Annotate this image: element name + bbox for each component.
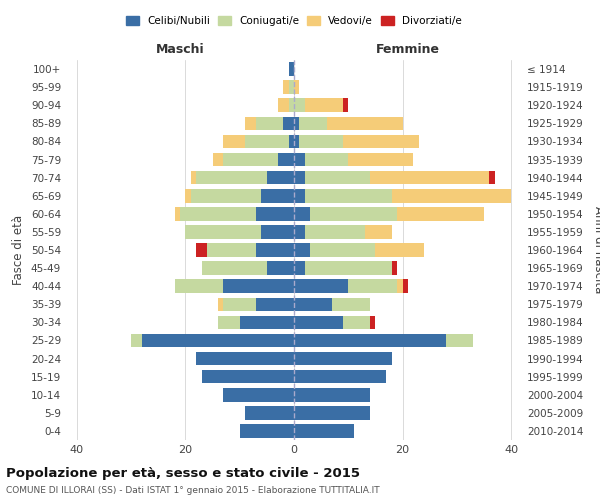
- Bar: [218, 298, 223, 311]
- Bar: [392, 189, 511, 202]
- Bar: [196, 352, 294, 366]
- Bar: [223, 134, 245, 148]
- Bar: [294, 225, 305, 238]
- Bar: [294, 352, 392, 366]
- Bar: [256, 207, 294, 220]
- Bar: [131, 334, 142, 347]
- Bar: [289, 134, 294, 148]
- Bar: [191, 189, 262, 202]
- Bar: [223, 388, 294, 402]
- Bar: [294, 262, 305, 275]
- Bar: [294, 171, 305, 184]
- Bar: [294, 406, 370, 419]
- Bar: [289, 98, 294, 112]
- Bar: [397, 207, 484, 220]
- Y-axis label: Fasce di età: Fasce di età: [13, 215, 25, 285]
- Bar: [142, 334, 294, 347]
- Bar: [294, 388, 370, 402]
- Bar: [294, 207, 310, 220]
- Bar: [289, 62, 294, 76]
- Bar: [446, 334, 473, 347]
- Bar: [294, 280, 348, 293]
- Bar: [185, 225, 262, 238]
- Bar: [283, 116, 294, 130]
- Bar: [256, 243, 294, 257]
- Bar: [294, 152, 305, 166]
- Bar: [245, 116, 256, 130]
- Bar: [191, 171, 196, 184]
- Bar: [207, 243, 256, 257]
- Bar: [332, 298, 370, 311]
- Legend: Celibi/Nubili, Coniugati/e, Vedovi/e, Divorziati/e: Celibi/Nubili, Coniugati/e, Vedovi/e, Di…: [126, 16, 462, 26]
- Bar: [294, 334, 446, 347]
- Bar: [196, 243, 207, 257]
- Bar: [278, 152, 294, 166]
- Bar: [343, 316, 370, 329]
- Text: Femmine: Femmine: [376, 44, 440, 57]
- Bar: [202, 370, 294, 384]
- Y-axis label: Anni di nascita: Anni di nascita: [592, 206, 600, 294]
- Bar: [392, 262, 397, 275]
- Bar: [223, 152, 278, 166]
- Bar: [305, 189, 392, 202]
- Bar: [403, 280, 408, 293]
- Bar: [196, 171, 267, 184]
- Bar: [175, 280, 223, 293]
- Bar: [175, 207, 180, 220]
- Bar: [299, 134, 343, 148]
- Bar: [305, 98, 343, 112]
- Bar: [348, 152, 413, 166]
- Bar: [310, 243, 376, 257]
- Bar: [223, 298, 256, 311]
- Bar: [376, 243, 424, 257]
- Bar: [294, 424, 354, 438]
- Bar: [294, 116, 299, 130]
- Bar: [348, 280, 397, 293]
- Bar: [490, 171, 495, 184]
- Bar: [370, 171, 490, 184]
- Bar: [218, 316, 240, 329]
- Text: Maschi: Maschi: [155, 44, 205, 57]
- Bar: [343, 134, 419, 148]
- Bar: [267, 262, 294, 275]
- Bar: [294, 189, 305, 202]
- Bar: [294, 134, 299, 148]
- Bar: [256, 116, 283, 130]
- Bar: [294, 80, 299, 94]
- Bar: [180, 207, 256, 220]
- Bar: [299, 116, 326, 130]
- Bar: [294, 370, 386, 384]
- Bar: [305, 152, 348, 166]
- Bar: [278, 98, 289, 112]
- Bar: [245, 406, 294, 419]
- Bar: [310, 207, 397, 220]
- Bar: [223, 280, 294, 293]
- Bar: [267, 171, 294, 184]
- Bar: [294, 98, 305, 112]
- Bar: [240, 424, 294, 438]
- Bar: [240, 316, 294, 329]
- Bar: [212, 152, 223, 166]
- Bar: [397, 280, 403, 293]
- Bar: [294, 243, 310, 257]
- Bar: [289, 80, 294, 94]
- Bar: [305, 171, 370, 184]
- Bar: [294, 316, 343, 329]
- Bar: [305, 262, 392, 275]
- Bar: [256, 298, 294, 311]
- Bar: [343, 98, 348, 112]
- Bar: [185, 189, 191, 202]
- Bar: [326, 116, 403, 130]
- Bar: [262, 225, 294, 238]
- Bar: [370, 316, 376, 329]
- Bar: [294, 298, 332, 311]
- Bar: [305, 225, 365, 238]
- Text: Popolazione per età, sesso e stato civile - 2015: Popolazione per età, sesso e stato civil…: [6, 468, 360, 480]
- Text: COMUNE DI ILLORAI (SS) - Dati ISTAT 1° gennaio 2015 - Elaborazione TUTTITALIA.IT: COMUNE DI ILLORAI (SS) - Dati ISTAT 1° g…: [6, 486, 380, 495]
- Bar: [202, 262, 267, 275]
- Bar: [283, 80, 289, 94]
- Bar: [245, 134, 289, 148]
- Bar: [262, 189, 294, 202]
- Bar: [365, 225, 392, 238]
